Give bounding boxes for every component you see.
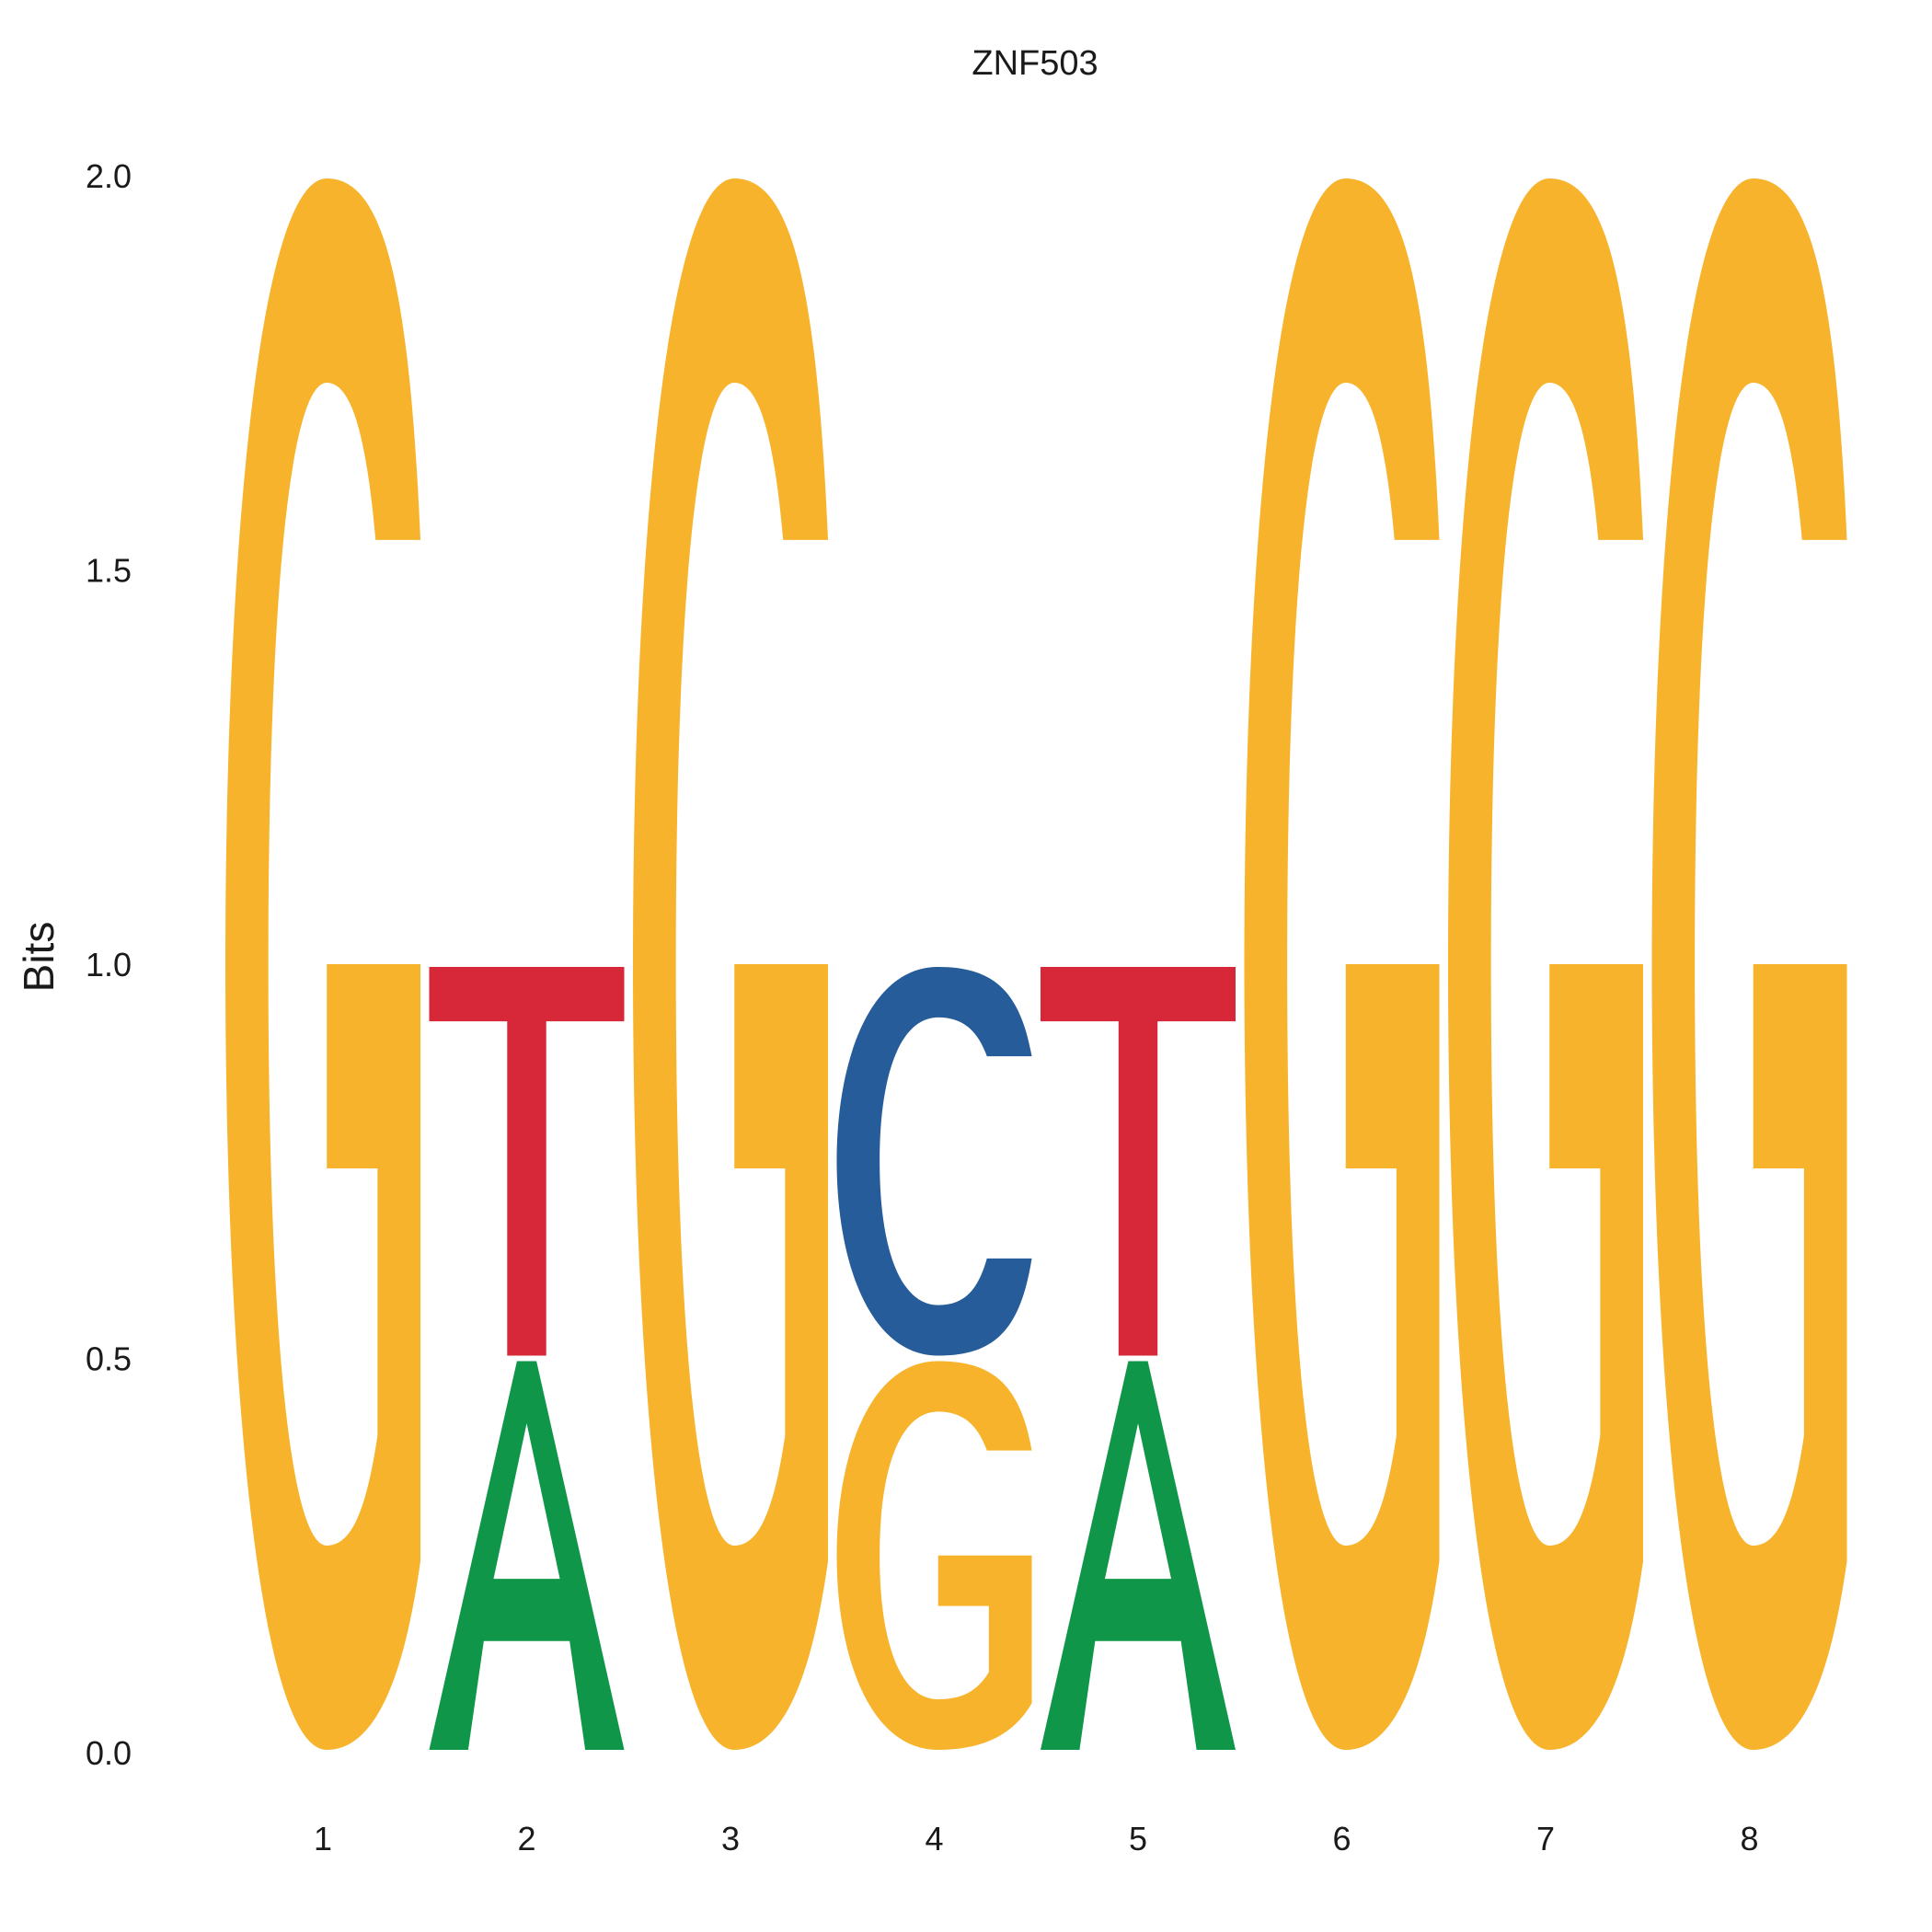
x-tick-label: 6 — [1332, 1820, 1351, 1857]
letter-G-pos-1 — [225, 178, 420, 1750]
letter-A-pos-2 — [429, 1361, 625, 1750]
y-tick-label: 2.0 — [86, 157, 132, 195]
x-tick-label: 4 — [925, 1820, 943, 1857]
x-tick-label: 2 — [517, 1820, 535, 1857]
letter-G-pos-8 — [1651, 178, 1847, 1750]
letter-G-pos-6 — [1244, 178, 1440, 1750]
x-axis-ticks: 1 2 3 4 5 6 7 8 — [314, 1820, 1759, 1857]
letter-G-pos-7 — [1448, 178, 1643, 1750]
logo-letters — [225, 178, 1847, 1750]
x-tick-label: 8 — [1740, 1820, 1758, 1857]
letter-T-pos-2 — [429, 967, 625, 1356]
x-tick-label: 1 — [314, 1820, 332, 1857]
y-tick-label: 0.0 — [86, 1734, 132, 1772]
y-tick-label: 0.5 — [86, 1340, 132, 1378]
letter-G-pos-4 — [836, 1361, 1032, 1750]
y-tick-label: 1.5 — [86, 552, 132, 590]
letter-T-pos-5 — [1041, 967, 1236, 1356]
chart-title: ZNF503 — [972, 44, 1098, 83]
letter-C-pos-4 — [836, 967, 1032, 1356]
x-tick-label: 3 — [721, 1820, 740, 1857]
x-tick-label: 7 — [1536, 1820, 1555, 1857]
letter-A-pos-5 — [1041, 1361, 1236, 1750]
y-axis-ticks: 0.0 0.5 1.0 1.5 2.0 — [86, 157, 132, 1772]
letter-G-pos-3 — [633, 178, 828, 1750]
y-tick-label: 1.0 — [86, 946, 132, 983]
x-tick-label: 5 — [1129, 1820, 1147, 1857]
y-axis-label: Bits — [15, 922, 63, 993]
